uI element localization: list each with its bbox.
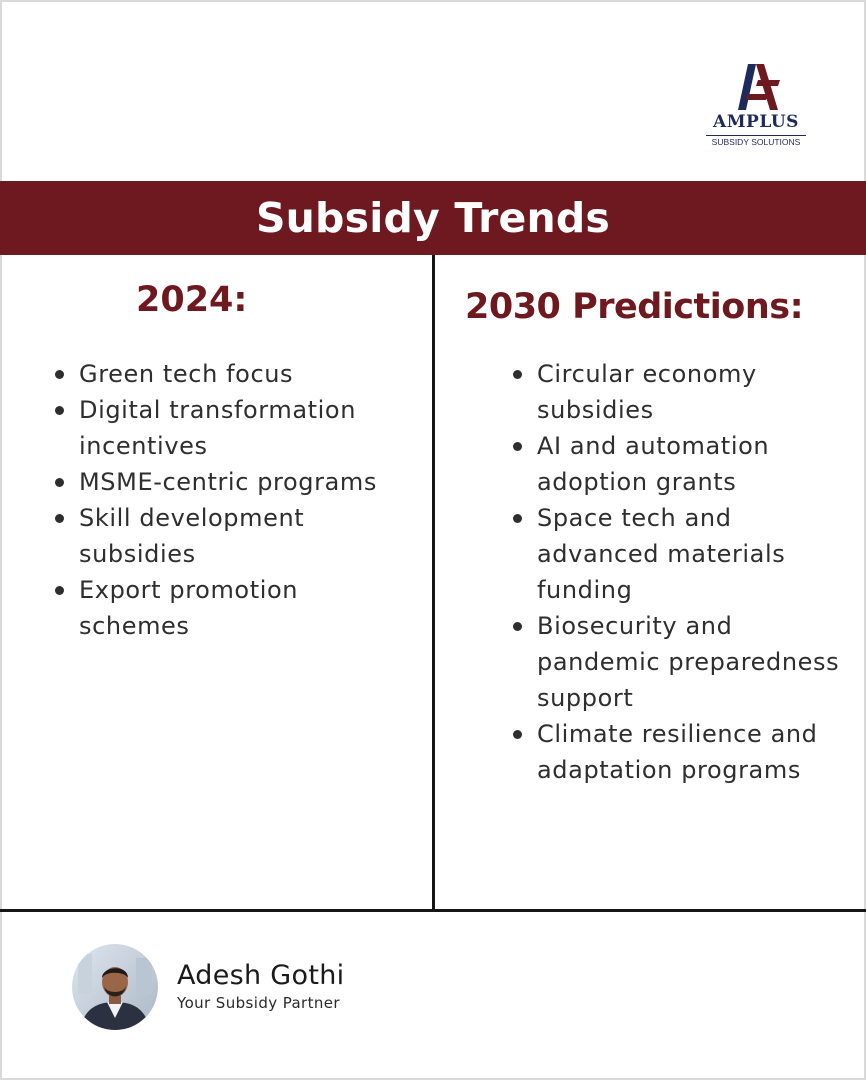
page-title: Subsidy Trends (255, 194, 611, 242)
bullet-icon (55, 370, 64, 379)
bullet-icon (55, 586, 64, 595)
left-column-heading: 2024: (136, 280, 248, 320)
brand-tagline: SUBSIDY SOLUTIONS (706, 135, 806, 147)
brand-name: AMPLUS (713, 112, 799, 132)
amplus-a-mark-icon (738, 64, 780, 110)
list-item: MSME-centric programs (52, 464, 412, 500)
list-item: Circular economy subsidies (510, 356, 850, 428)
person-photo-icon (72, 944, 158, 1030)
list-item-text: Digital transformation incentives (79, 396, 357, 460)
author-name: Adesh Gothi (177, 960, 345, 991)
list-item: Green tech focus (52, 356, 412, 392)
list-item-text: Space tech and advanced materials fundin… (537, 504, 786, 604)
bullet-icon (513, 442, 522, 451)
list-item: Digital transformation incentives (52, 392, 412, 464)
list-item-text: Climate resilience and adaptation progra… (537, 720, 818, 784)
list-item: AI and automation adoption grants (510, 428, 850, 500)
bullet-icon (55, 514, 64, 523)
list-item-text: Export promotion schemes (79, 576, 299, 640)
list-item-text: Skill development subsidies (79, 504, 305, 568)
bullet-icon (55, 478, 64, 487)
list-item: Space tech and advanced materials fundin… (510, 500, 850, 608)
list-item-text: MSME-centric programs (79, 468, 377, 496)
list-item-text: Green tech focus (79, 360, 294, 388)
bullet-icon (513, 514, 522, 523)
list-item-text: Biosecurity and pandemic preparedness su… (537, 612, 840, 712)
column-divider (432, 255, 435, 911)
list-item: Skill development subsidies (52, 500, 412, 572)
bullet-icon (513, 730, 522, 739)
right-column-list: Circular economy subsidies AI and automa… (510, 356, 850, 788)
title-banner: Subsidy Trends (0, 181, 866, 255)
footer-divider (0, 909, 866, 912)
list-item-text: Circular economy subsidies (537, 360, 757, 424)
bullet-icon (55, 406, 64, 415)
avatar (72, 944, 158, 1030)
right-column-heading: 2030 Predictions: (465, 287, 804, 327)
list-item: Export promotion schemes (52, 572, 412, 644)
author-role: Your Subsidy Partner (177, 994, 341, 1012)
amplus-logo: AMPLUS SUBSIDY SOLUTIONS (706, 62, 806, 152)
list-item: Climate resilience and adaptation progra… (510, 716, 850, 788)
bullet-icon (513, 370, 522, 379)
list-item-text: AI and automation adoption grants (537, 432, 770, 496)
bullet-icon (513, 622, 522, 631)
list-item: Biosecurity and pandemic preparedness su… (510, 608, 850, 716)
left-column-list: Green tech focus Digital transformation … (52, 356, 412, 644)
